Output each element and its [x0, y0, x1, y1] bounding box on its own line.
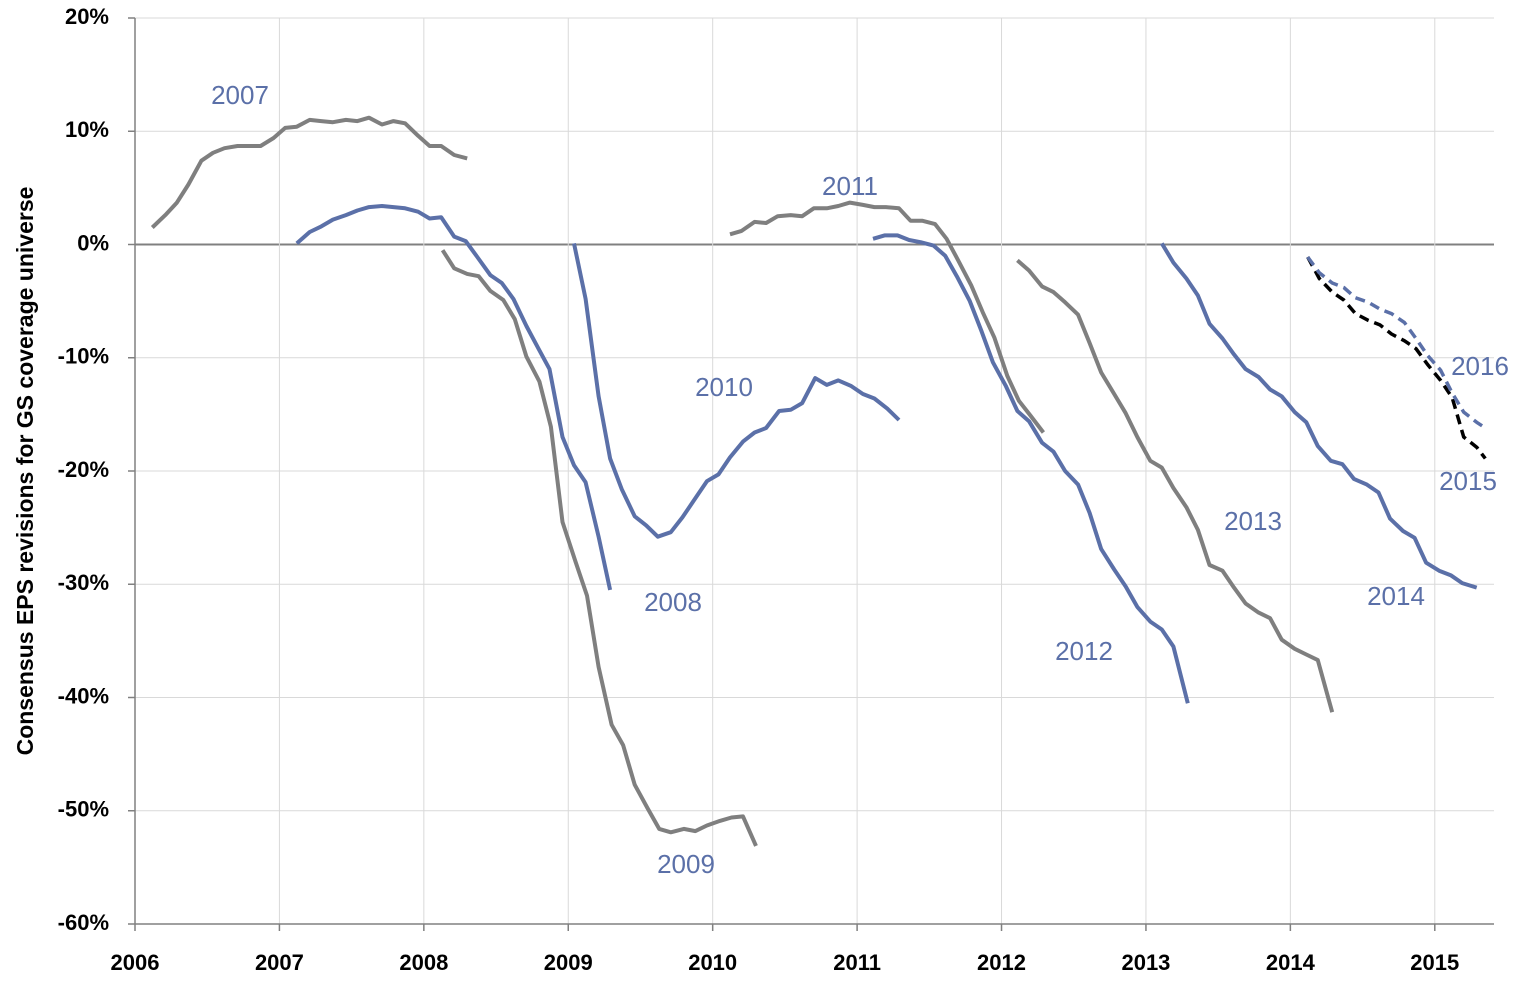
y-tick-label: -40% [58, 683, 109, 708]
y-tick-label: 10% [65, 117, 109, 142]
series-label: 2007 [211, 80, 269, 110]
y-tick-label: -60% [58, 910, 109, 935]
x-tick-label: 2006 [111, 950, 160, 975]
series-line [1016, 258, 1335, 713]
series-label: 2011 [822, 171, 878, 201]
x-tick-label: 2012 [977, 950, 1026, 975]
series-label: 2010 [695, 372, 753, 402]
y-tick-label: -10% [58, 344, 109, 369]
series-label: 2013 [1224, 506, 1282, 536]
series-line [1160, 242, 1478, 590]
series-label: 2008 [644, 587, 702, 617]
series-label: 2012 [1055, 636, 1113, 666]
series-label: 2016 [1451, 351, 1509, 381]
y-tick-label: -30% [58, 570, 109, 595]
y-tick-label: -50% [58, 797, 109, 822]
series-label: 2014 [1367, 581, 1425, 611]
series-line [729, 200, 1045, 434]
x-tick-label: 2008 [399, 950, 448, 975]
series-line [440, 249, 758, 847]
series-label: 2009 [657, 849, 715, 879]
series-label: 2015 [1439, 466, 1497, 496]
x-tick-label: 2015 [1410, 950, 1459, 975]
y-axis-title: Consensus EPS revisions for GS coverage … [12, 187, 38, 756]
series-line [572, 242, 901, 539]
x-tick-label: 2009 [544, 950, 593, 975]
x-tick-label: 2010 [688, 950, 737, 975]
series-line [1306, 256, 1487, 460]
series-line [1306, 255, 1487, 430]
series-line [295, 204, 613, 591]
x-tick-label: 2013 [1121, 950, 1170, 975]
y-tick-label: 0% [77, 230, 109, 255]
y-tick-label: 20% [65, 4, 109, 29]
series-line [872, 233, 1190, 704]
y-tick-label: -20% [58, 457, 109, 482]
x-tick-label: 2007 [255, 950, 304, 975]
series-line [150, 115, 468, 229]
x-tick-label: 2011 [833, 950, 881, 975]
x-tick-label: 2014 [1266, 950, 1316, 975]
